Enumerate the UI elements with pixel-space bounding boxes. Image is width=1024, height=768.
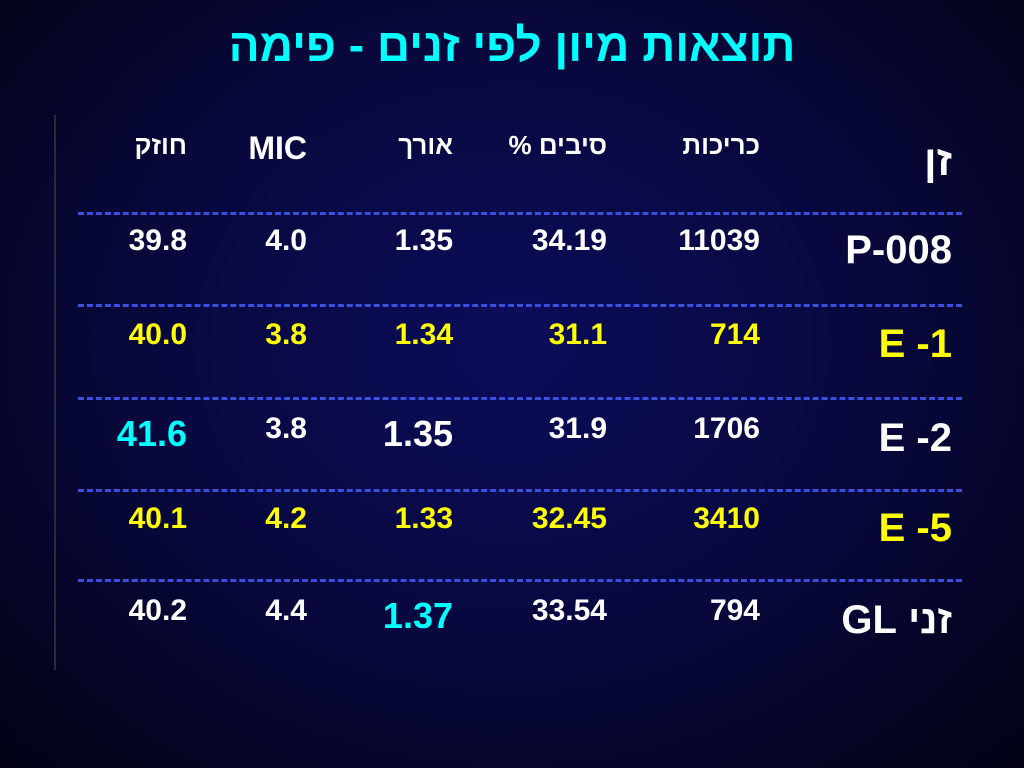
strain-name: E -1 (878, 322, 952, 366)
table-cell: 40.2 (128, 594, 187, 627)
table-cell: 4.2 (265, 502, 307, 535)
row-separator (78, 489, 962, 492)
table-cell: 4.4 (265, 594, 307, 627)
row-separator (78, 212, 962, 215)
strain-name: E -5 (878, 506, 952, 550)
row-separator (78, 579, 962, 582)
row-separator (78, 397, 962, 400)
row-separator (78, 304, 962, 307)
table-cell: 1.35 (382, 413, 453, 454)
table-cell: 41.6 (116, 413, 187, 454)
column-header: אורך (398, 130, 453, 160)
table-cell: 714 (709, 318, 760, 351)
column-header: זן (923, 137, 952, 184)
table-cell: 1706 (693, 412, 760, 445)
table-cell: 40.1 (128, 502, 187, 535)
column-header: MIC (248, 130, 307, 166)
table-cell: 32.45 (531, 502, 607, 535)
strain-name: E -2 (878, 416, 952, 460)
strain-name: P-008 (845, 228, 952, 272)
table-cell: 31.1 (548, 318, 607, 351)
table-cell: 11039 (678, 224, 760, 257)
table-cell: 39.8 (128, 224, 187, 257)
table-cell: 1.34 (394, 318, 453, 351)
table-border (54, 115, 56, 670)
table-cell: 4.0 (265, 224, 307, 257)
table-cell: 1.35 (394, 224, 453, 257)
slide-title: תוצאות מיון לפי זנים - פימה (228, 19, 796, 71)
table-cell: 794 (709, 594, 760, 627)
table-cell: 1.33 (394, 502, 453, 535)
table-cell: 3.8 (265, 318, 307, 351)
table-cell: 31.9 (548, 412, 607, 445)
column-header: חוזק (134, 130, 187, 160)
column-header: כריכות (682, 130, 760, 160)
table-cell: 40.0 (128, 318, 187, 351)
table-cell: 3.8 (265, 412, 307, 445)
table-cell: 33.54 (531, 594, 607, 627)
table-cell: 1.37 (382, 595, 453, 636)
strain-name: זני GL (841, 598, 952, 642)
column-header: סיבים % (508, 130, 607, 160)
table-cell: 3410 (693, 502, 760, 535)
table-cell: 34.19 (531, 224, 607, 257)
